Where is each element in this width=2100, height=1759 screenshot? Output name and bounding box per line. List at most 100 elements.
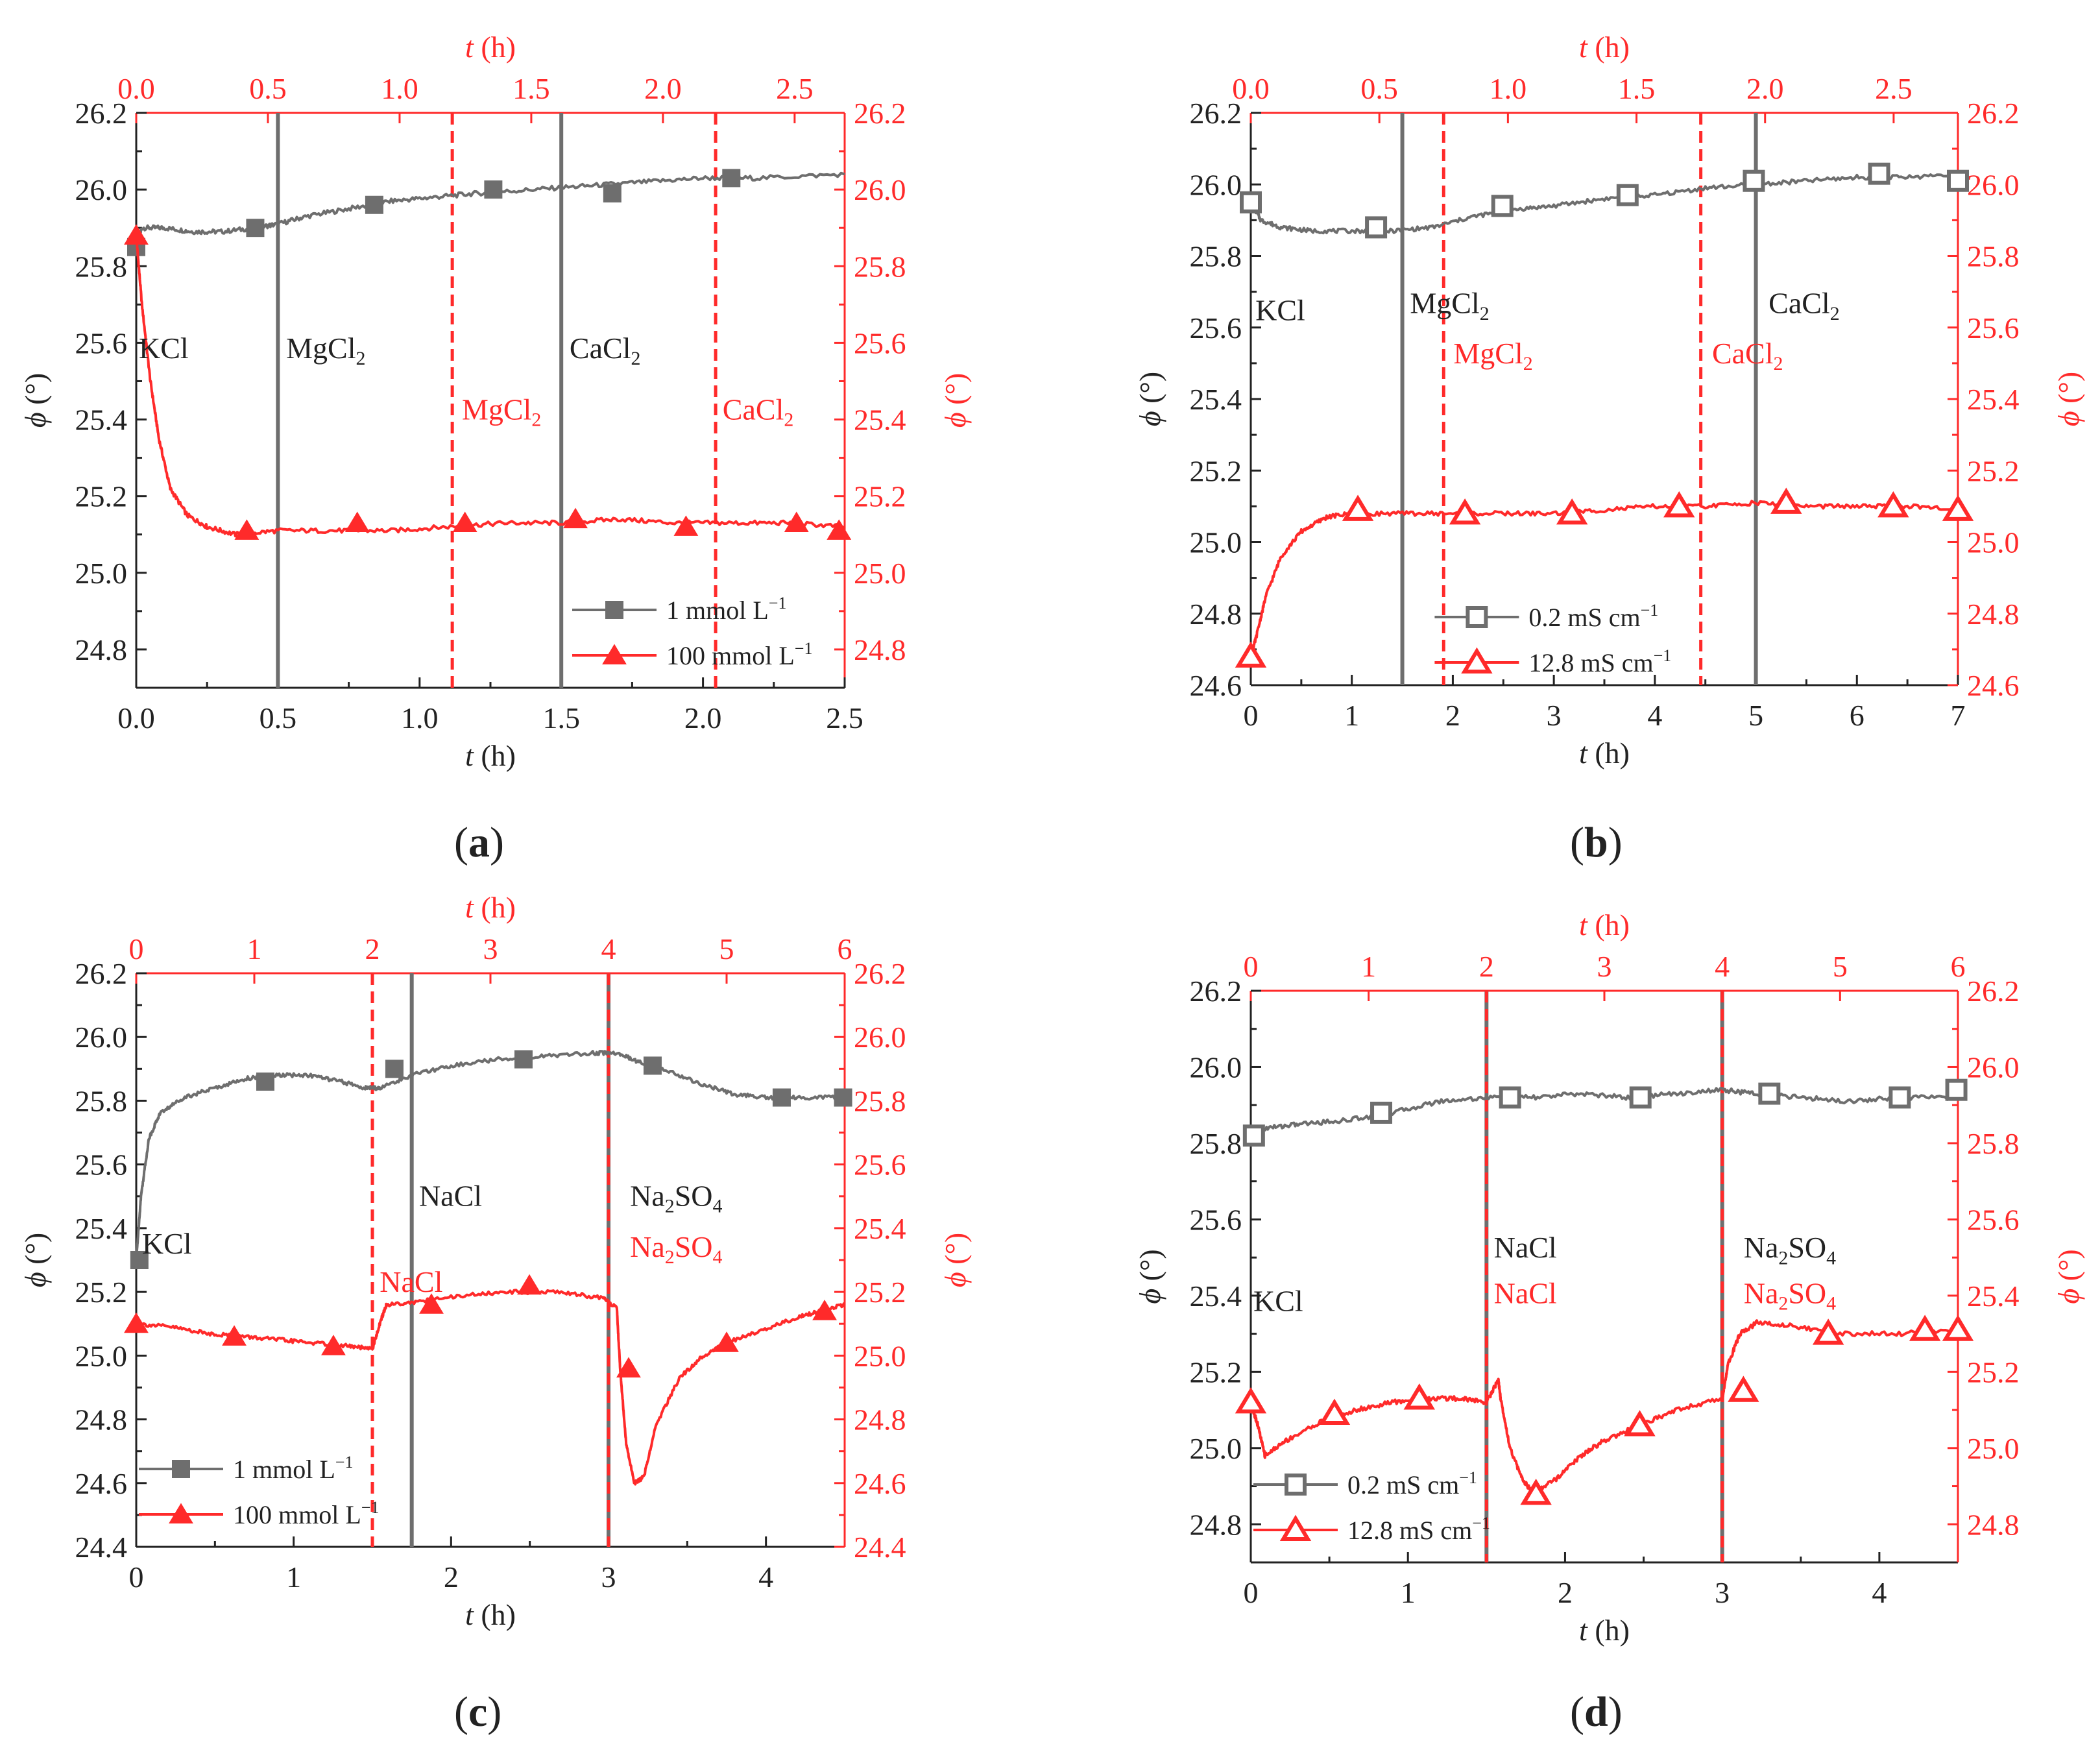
data-point	[1942, 494, 1974, 521]
data-point	[1370, 1101, 1393, 1124]
annotation-label: MgCl2	[1410, 287, 1489, 324]
x-tick-label: 1	[286, 1560, 301, 1594]
x2-tick-label: 4	[601, 932, 616, 965]
y2-tick-label: 26.0	[854, 173, 906, 206]
annotation-label: NaCl	[419, 1180, 482, 1213]
data-point	[1909, 1315, 1941, 1341]
y-tick-label: 26.0	[75, 173, 128, 206]
y-tick-label: 25.6	[1190, 311, 1242, 345]
annotation-label: CaCl2	[1712, 337, 1783, 374]
annotation-label: MgCl2	[1453, 337, 1532, 374]
chart-panel-a: 0.0 0.5 1.0 1.5 2.0 2.5 0.0 0.5 1.0 1.5 2.0 2.5 24.8…	[19, 30, 972, 866]
data-point	[124, 224, 149, 245]
data-point	[1240, 191, 1262, 213]
data-point	[124, 1312, 149, 1333]
x2-tick-label: 1.5	[1618, 72, 1656, 105]
y-tick-label: 25.0	[1190, 526, 1242, 559]
y2-tick-label: 25.6	[854, 1148, 906, 1182]
x-tick-label: 0.0	[117, 701, 155, 734]
y2-axis-title: ϕ (°)	[939, 373, 972, 428]
x-tick-label: 4	[758, 1560, 773, 1594]
x-tick-label: 0	[1244, 1576, 1259, 1609]
data-point	[517, 1274, 542, 1295]
x2-tick-label: 3	[1597, 950, 1612, 983]
data-point	[812, 1300, 837, 1320]
data-point	[603, 184, 622, 203]
x-tick-label: 3	[1715, 1576, 1730, 1609]
legend: 1 mmol L−1 100 mmol L−1	[572, 594, 812, 670]
y-tick-label: 25.4	[75, 1212, 128, 1245]
y-tick-label: 26.2	[75, 957, 128, 990]
series-line-0	[1249, 171, 1959, 235]
legend-marker	[1279, 1514, 1312, 1541]
data-point	[344, 511, 370, 533]
x-tick-label: 0	[129, 1560, 144, 1594]
y-tick-label: 26.2	[1190, 975, 1242, 1008]
y2-axis-title: ϕ (°)	[939, 1233, 972, 1287]
annotation-label: Na2SO4	[1744, 1277, 1836, 1315]
y2-tick-label: 25.8	[1967, 1127, 2020, 1160]
y-tick-label: 26.0	[75, 1021, 128, 1054]
x-tick-label: 0	[1244, 699, 1259, 732]
y-tick-label: 25.4	[75, 404, 128, 437]
y-tick-label: 25.6	[1190, 1203, 1242, 1236]
y-tick-label: 24.6	[1190, 669, 1242, 702]
x2-tick-label: 1.0	[1490, 72, 1527, 105]
y-axis-title: ϕ (°)	[1133, 1249, 1166, 1304]
y2-tick-label: 26.2	[854, 97, 906, 130]
x2-tick-label: 0.0	[117, 72, 155, 105]
y2-tick-label: 25.8	[854, 250, 906, 283]
x2-tick-label: 2.5	[776, 72, 814, 105]
data-point	[419, 1293, 444, 1314]
y2-tick-label: 24.8	[854, 633, 906, 666]
data-point	[616, 1357, 641, 1377]
series-line-1	[135, 235, 845, 538]
y-tick-label: 25.8	[75, 1084, 128, 1117]
y-tick-label: 25.4	[1190, 383, 1242, 416]
data-point	[1868, 162, 1890, 185]
legend-label: 12.8 mS cm−1	[1347, 1514, 1490, 1545]
annotation-label: MgCl2	[462, 393, 541, 431]
data-point	[1616, 184, 1639, 206]
y-tick-label: 26.0	[1190, 168, 1242, 201]
y-tick-label: 25.2	[1190, 1355, 1242, 1389]
y2-tick-label: 25.4	[854, 1212, 906, 1245]
y-tick-label: 26.2	[1190, 97, 1242, 130]
series-line-1	[1249, 500, 1959, 657]
x2-tick-label: 6	[838, 932, 852, 965]
annotation-label: CaCl2	[723, 393, 794, 431]
data-point	[772, 1088, 791, 1107]
data-point	[1520, 1478, 1552, 1505]
x2-tick-label: 1.0	[381, 72, 418, 105]
chart-panel-b: 0 1 2 3 4 5 6 7 0.0 0.5 1.0 1.5 2.0 2.5 24.6 24.8 25.0 25…	[1133, 30, 2085, 866]
data-point	[484, 180, 503, 199]
data-point	[1629, 1086, 1652, 1109]
data-point	[1663, 491, 1695, 518]
legend-label: 0.2 mS cm−1	[1528, 601, 1658, 632]
data-point	[1556, 498, 1588, 525]
data-point	[827, 519, 852, 540]
legend-marker	[169, 1503, 193, 1523]
x-axis-title: t (h)	[465, 1598, 516, 1631]
y-tick-label: 24.8	[75, 633, 128, 666]
y2-axis-title: ϕ (°)	[2052, 1249, 2085, 1304]
series-line-1	[136, 1289, 846, 1486]
data-point	[1812, 1318, 1844, 1345]
y2-tick-label: 25.2	[854, 1276, 906, 1309]
data-point	[784, 511, 809, 533]
x-axis-title: t (h)	[1579, 736, 1630, 770]
data-point	[365, 195, 383, 214]
data-point	[714, 1331, 739, 1352]
y-tick-label: 25.2	[75, 1276, 128, 1309]
x-tick-label: 1.5	[542, 701, 580, 734]
y-axis-title: ϕ (°)	[19, 1233, 52, 1287]
y2-tick-label: 26.0	[1967, 168, 2020, 201]
panel-label: (b)	[1570, 819, 1623, 866]
legend-marker	[172, 1460, 190, 1478]
annotation-label: KCl	[139, 332, 189, 365]
panel-label: (d)	[1570, 1688, 1623, 1736]
data-point	[1945, 1078, 1968, 1101]
annotation-label: NaCl	[1494, 1277, 1557, 1310]
legend-marker	[1461, 647, 1493, 673]
data-point	[1889, 1086, 1911, 1109]
